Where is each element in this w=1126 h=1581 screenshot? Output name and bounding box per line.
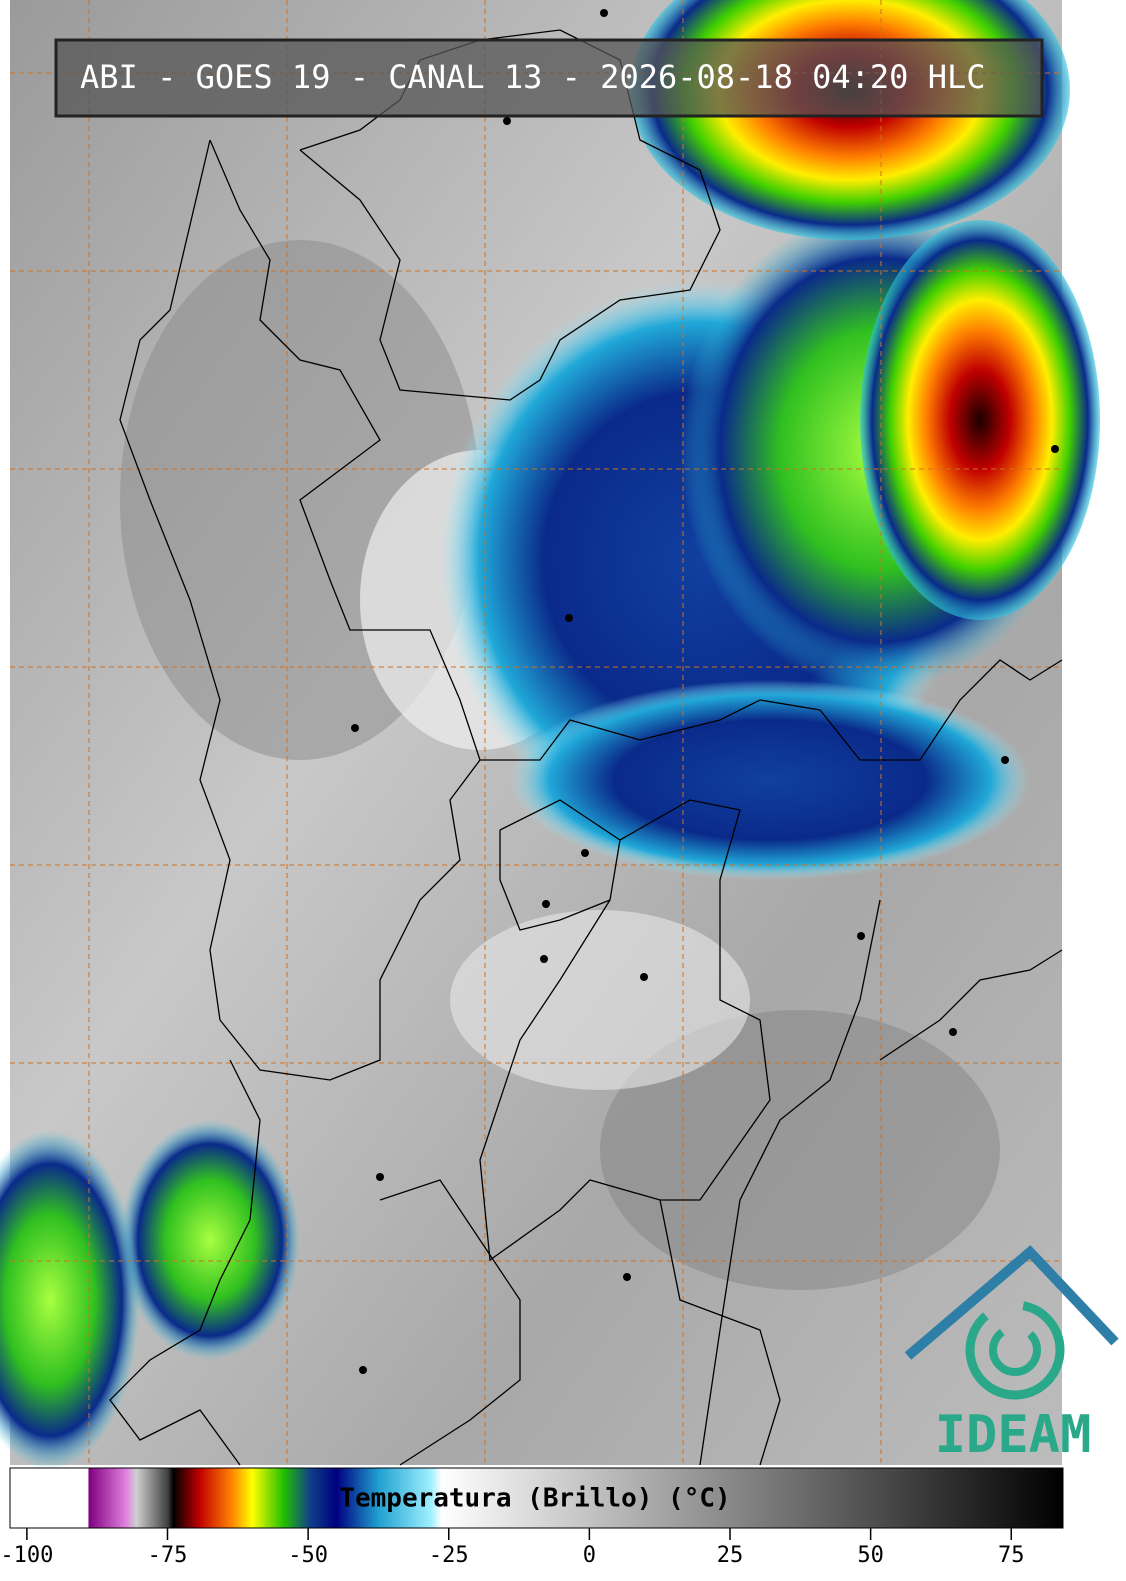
cloud [600,1010,1000,1290]
colorbar-label: Temperatura (Brillo) (°C) [339,1484,730,1514]
cloud-system [0,1130,140,1470]
logo-text: IDEAM [935,1405,1092,1465]
tick-label: 75 [998,1543,1025,1568]
colorbar [9,1467,1064,1529]
city-markers [351,9,1059,1374]
tick-label: -25 [429,1543,469,1568]
storm-cell [860,220,1100,620]
cloud-system [510,680,1030,880]
tick-label: -75 [148,1543,188,1568]
cloud [450,910,750,1090]
tick-label: -50 [288,1543,328,1568]
tick-label: 50 [857,1543,884,1568]
tick-label: -100 [0,1543,53,1568]
cloud-system [120,1120,300,1360]
colorbar-axis: -100 -75 -50 -25 0 25 50 75 [0,1528,1025,1568]
tick-label: 0 [583,1543,596,1568]
title: ABI - GOES 19 - CANAL 13 - 2026-08-18 04… [80,58,985,96]
title-box [54,38,1044,118]
tick-label: 25 [717,1543,744,1568]
ideam-logo: IDEAM [904,1245,1119,1465]
